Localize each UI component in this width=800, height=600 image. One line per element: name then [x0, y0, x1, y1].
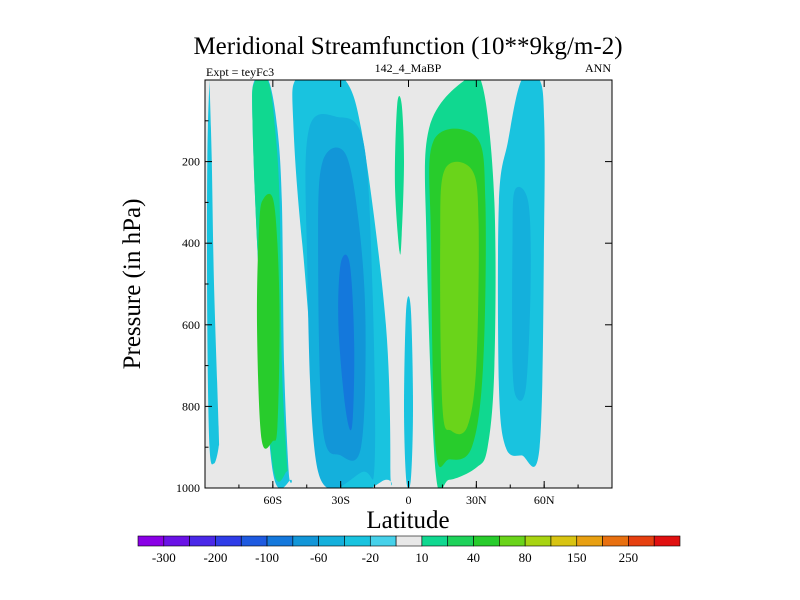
x-axis-label: Latitude	[366, 507, 449, 534]
colorbar: -300 -200 -100 -60 -20 10 40 80 150 250	[137, 535, 681, 565]
contour-sh-hadley-core	[338, 254, 355, 431]
colorbar-swatch	[473, 535, 500, 547]
colorbar-swatch	[447, 535, 474, 547]
colorbar-swatch	[163, 535, 190, 547]
colorbar-swatch	[240, 535, 268, 547]
colorbar-swatch	[318, 535, 345, 547]
colorbar-swatch	[499, 535, 526, 547]
colorbar-swatch	[653, 535, 681, 547]
colorbar-swatch	[215, 535, 242, 547]
colorbar-label: -60	[310, 550, 327, 565]
contour-equatorial-split-lower	[404, 296, 413, 488]
right-subtitle: ANN	[585, 61, 611, 75]
y-tick-label: 800	[182, 399, 200, 413]
left-subtitle: Expt = teyFc3	[206, 65, 274, 79]
x-tick-label: 30N	[466, 493, 487, 507]
colorbar-label: 250	[619, 550, 639, 565]
y-axis-label: Pressure (in hPa)	[119, 199, 146, 370]
colorbar-label: 80	[519, 550, 532, 565]
colorbar-swatch	[369, 535, 397, 547]
contour-equatorial-split-upper	[394, 96, 404, 255]
y-tick-label: 600	[182, 318, 200, 332]
colorbar-label: -300	[152, 550, 176, 565]
y-tick-label: 400	[182, 236, 200, 250]
x-tick-label: 60S	[263, 493, 282, 507]
colorbar-label: 10	[415, 550, 428, 565]
x-tick-label: 30S	[331, 493, 350, 507]
colorbar-label: -200	[204, 550, 228, 565]
colorbar-swatch	[292, 535, 319, 547]
colorbar-swatch	[266, 535, 294, 547]
colorbar-swatch	[524, 535, 552, 547]
colorbar-label: 150	[567, 550, 587, 565]
colorbar-swatch	[576, 535, 603, 547]
contour-sh-ferrel-core	[256, 193, 280, 449]
colorbar-swatch	[137, 535, 165, 547]
colorbar-label: -20	[362, 550, 379, 565]
colorbar-swatch	[550, 535, 578, 547]
y-tick-label: 1000	[176, 481, 200, 495]
chart-title: Meridional Streamfunction (10**9kg/m-2)	[193, 33, 622, 60]
x-tick-label: 60N	[534, 493, 555, 507]
contour-nh-ferrel-inner	[512, 186, 531, 401]
center-subtitle: 142_4_MaBP	[375, 61, 442, 75]
y-tick-label: 200	[182, 155, 200, 169]
colorbar-swatch	[602, 535, 629, 547]
x-axis: 60S 30S 0 30N 60N	[204, 80, 613, 507]
colorbar-swatch	[344, 535, 371, 547]
y-axis: 200 400 600 800 1000	[176, 120, 612, 495]
colorbar-label: -100	[255, 550, 279, 565]
contour-nh-hadley-core	[440, 161, 479, 435]
colorbar-swatch	[628, 535, 655, 547]
colorbar-swatch	[421, 535, 449, 547]
colorbar-label: 40	[467, 550, 480, 565]
contour-regions	[207, 80, 545, 488]
colorbar-swatch	[395, 535, 423, 547]
contour-sh-polar-cell	[207, 80, 220, 465]
colorbar-swatch	[189, 535, 216, 547]
x-tick-label: 0	[406, 493, 412, 507]
